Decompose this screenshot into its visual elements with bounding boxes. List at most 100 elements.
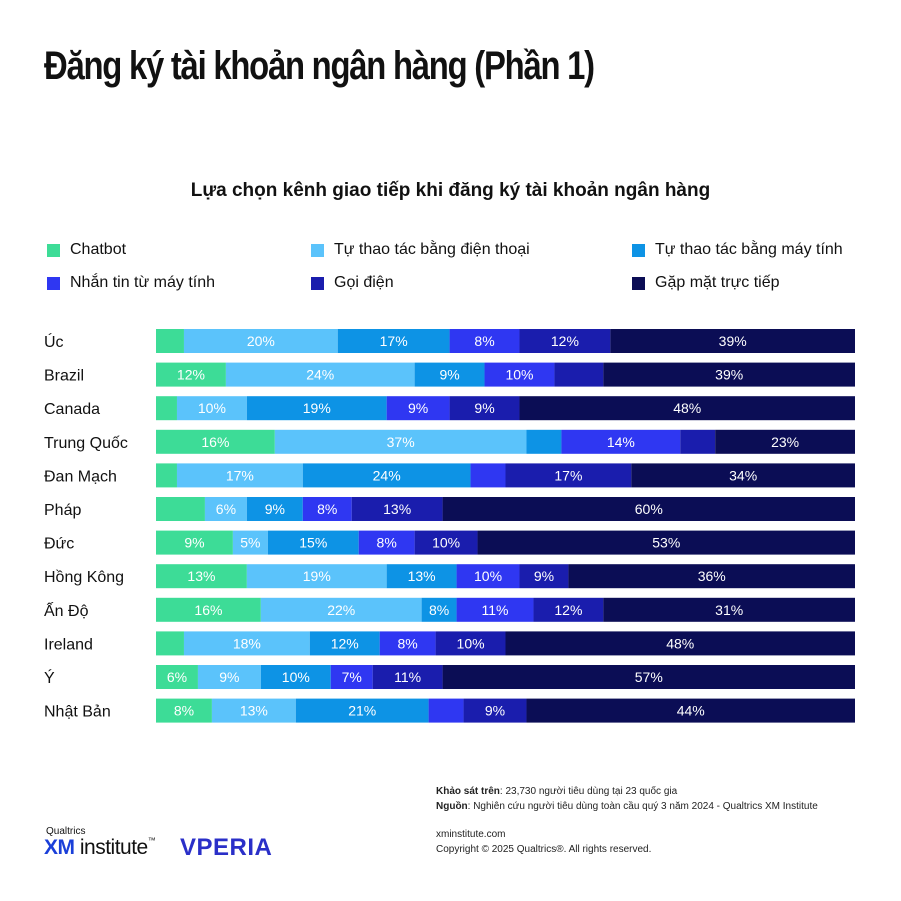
bar-segment [505, 463, 632, 488]
bar-segment [156, 597, 261, 622]
data-label: 19% [303, 400, 331, 416]
data-label: 48% [673, 400, 701, 416]
bar-segment [379, 631, 436, 656]
data-label: 6% [216, 501, 236, 517]
data-label: 8% [174, 703, 194, 719]
bar-segment [302, 497, 352, 521]
bar-segment [519, 396, 855, 421]
legend-item-in-person: Gặp mặt trực tiếp [632, 274, 780, 292]
data-label: 10% [282, 669, 310, 685]
trademark-symbol: ™ [147, 836, 156, 845]
data-label: 39% [715, 367, 743, 383]
bar-segment [197, 665, 261, 689]
data-label: 12% [551, 333, 579, 349]
bar-segment [428, 698, 464, 723]
bar-segment [260, 665, 331, 689]
vperia-logo: VPERIA [180, 834, 273, 861]
bar-segment [156, 362, 226, 387]
data-label: 8% [474, 333, 494, 349]
bar-segment [442, 497, 855, 521]
bar-segment [295, 698, 429, 723]
data-label: 9% [408, 400, 428, 416]
category-label: Nhật Bản [44, 704, 111, 721]
legend-swatch [632, 276, 645, 290]
category-label: Đức [44, 536, 74, 553]
category-label: Ý [44, 668, 55, 687]
source-label: Nguồn [436, 801, 468, 812]
data-label: 34% [729, 467, 757, 483]
data-label: 8% [398, 635, 418, 651]
bar-segment [156, 429, 275, 454]
data-label: 8% [429, 602, 449, 618]
bar-segment [351, 497, 443, 521]
bar-segment [715, 429, 855, 454]
bar-segment [442, 665, 855, 689]
data-label: 9% [265, 501, 285, 517]
bar-segment [232, 530, 268, 555]
data-label: 9% [184, 535, 204, 551]
chart-title: Lựa chọn kênh giao tiếp khi đăng ký tài … [190, 180, 711, 201]
bar-segment [156, 698, 212, 723]
data-label: 53% [652, 535, 680, 551]
legend-swatch [632, 243, 645, 257]
legend-item-computer: Tự thao tác bằng máy tính [632, 241, 843, 259]
legend-item-call: Gọi điện [311, 274, 394, 292]
data-label: 12% [331, 635, 359, 651]
data-label: 31% [715, 602, 743, 618]
bar-segment [526, 698, 855, 723]
bar-segment [505, 631, 855, 656]
xm-institute-logo: XM institute™ [44, 836, 156, 860]
bar-segment [463, 698, 527, 723]
data-label: 21% [348, 703, 376, 719]
bar-segment [156, 665, 198, 689]
data-label: 14% [607, 434, 635, 450]
legend-label: Gặp mặt trực tiếp [655, 274, 780, 291]
data-label: 10% [198, 400, 226, 416]
data-label: 11% [482, 602, 509, 618]
data-label: 9% [534, 568, 554, 584]
data-label: 44% [677, 703, 705, 719]
data-label: 8% [377, 535, 397, 551]
legend-label: Chatbot [70, 241, 127, 258]
category-label: Canada [44, 401, 100, 418]
data-label: 18% [233, 635, 261, 651]
website-link[interactable]: xminstitute.com [436, 829, 506, 840]
bar-segment [274, 429, 527, 454]
bar-segment [337, 329, 450, 353]
bar-segment [568, 564, 855, 589]
bar-segment [421, 597, 457, 622]
bar-segment [414, 362, 485, 387]
bar-segment [372, 665, 443, 689]
category-label: Trung Quốc [44, 435, 128, 452]
bar-segment [156, 564, 247, 589]
bar-segment [435, 631, 506, 656]
bar-segment [680, 429, 716, 454]
bar-segment [156, 329, 184, 353]
bar-segment [449, 396, 520, 421]
bar-segment [603, 597, 855, 622]
data-label: 39% [719, 333, 747, 349]
bar-segment [246, 396, 387, 421]
survey-label: Khảo sát trên [436, 786, 500, 797]
bar-segment [246, 564, 387, 589]
bar-segment [519, 564, 569, 589]
data-label: 12% [554, 602, 582, 618]
data-label: 60% [635, 501, 663, 517]
bar-segment [211, 698, 296, 723]
data-label: 23% [771, 434, 799, 450]
data-label: 57% [635, 669, 663, 685]
bar-segment [533, 597, 604, 622]
data-label: 17% [380, 333, 408, 349]
data-label: 12% [177, 367, 205, 383]
category-label: Ấn Độ [44, 601, 89, 620]
bar-segment [156, 530, 233, 555]
data-label: 10% [457, 635, 485, 651]
bar-segment [456, 564, 520, 589]
category-label: Đan Mạch [44, 468, 117, 485]
data-label: 10% [432, 535, 460, 551]
bar-segment [260, 597, 422, 622]
category-label: Pháp [44, 502, 81, 519]
legend-label: Gọi điện [334, 274, 394, 291]
bar-segment [156, 463, 177, 488]
data-label: 24% [373, 467, 401, 483]
